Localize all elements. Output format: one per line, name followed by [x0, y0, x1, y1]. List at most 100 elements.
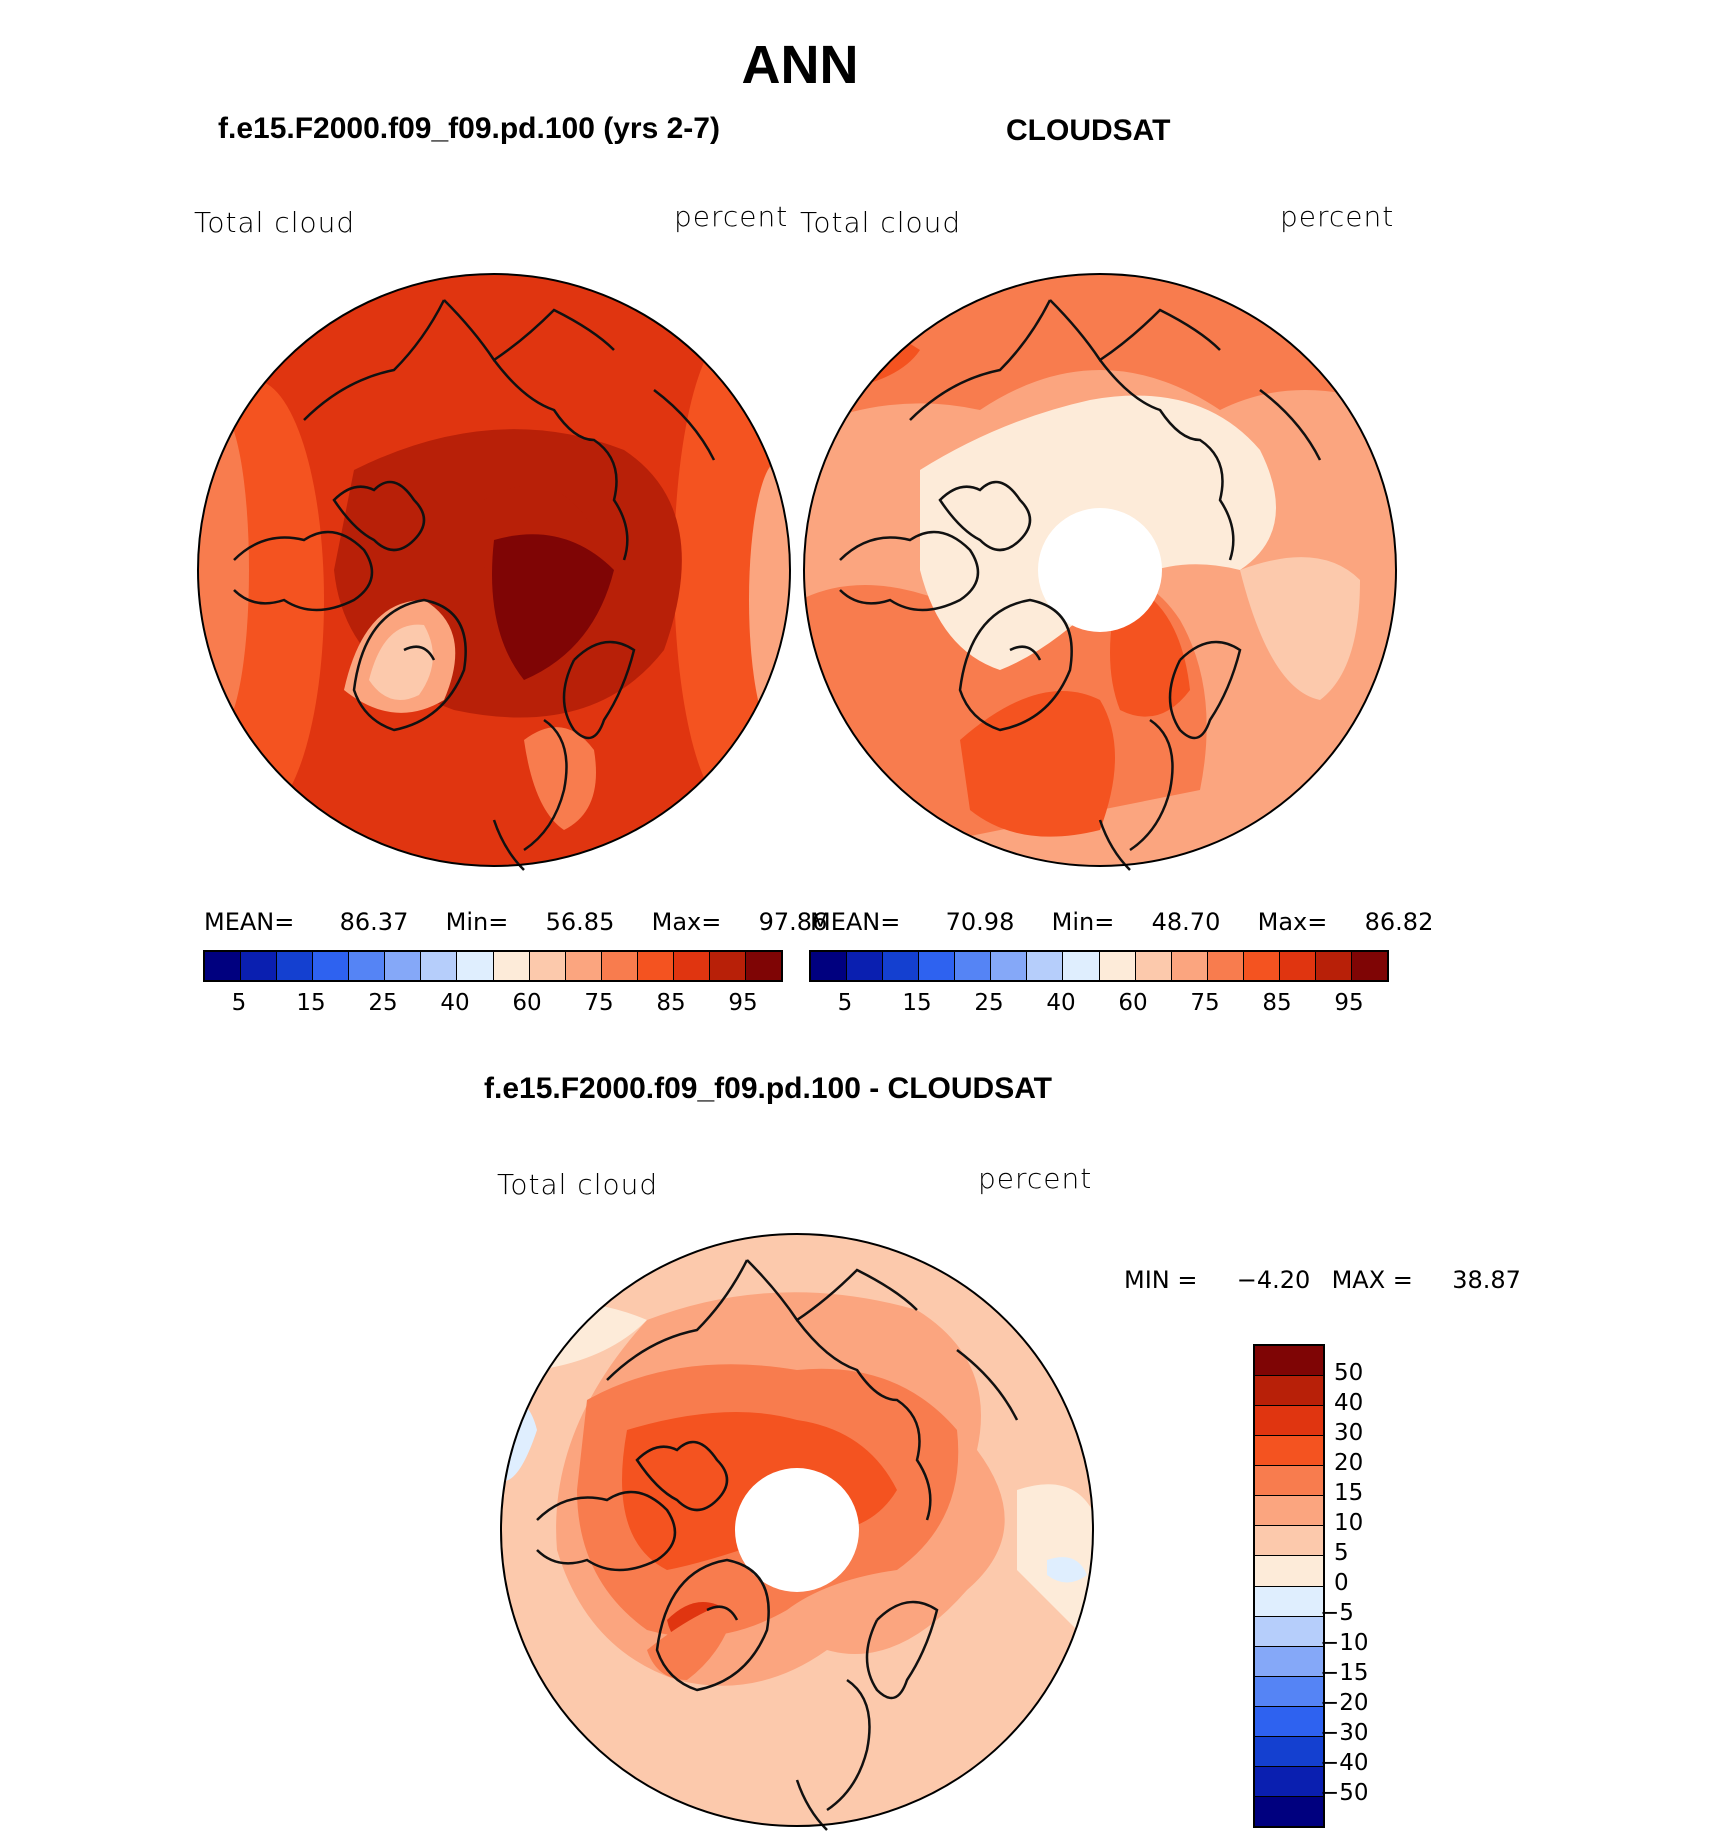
- colorbar-difference-swatch: [1255, 1466, 1323, 1497]
- colorbar-panel-1-swatch: [313, 952, 350, 980]
- colorbar-difference-swatch: [1255, 1406, 1323, 1437]
- panel-2-mean-label: MEAN=: [810, 908, 901, 936]
- panel-2-units-label: percent: [1280, 200, 1395, 233]
- colorbar-panel-1-swatch: [241, 952, 278, 980]
- colorbar-panel-1-swatch: [601, 952, 638, 980]
- colorbar-panel-1-swatch: [709, 952, 746, 980]
- colorbar-panel-1-tick-label: 60: [512, 990, 542, 1016]
- colorbar-panel-2-ticks: 5 15 25 40 60 75 85 95: [809, 990, 1389, 1020]
- diff-panel-units-label: percent: [978, 1162, 1093, 1195]
- diff-min-value: −4.20: [1236, 1266, 1311, 1294]
- colorbar-panel-1-swatch: [205, 952, 242, 980]
- colorbar-difference-swatch: [1255, 1706, 1323, 1737]
- colorbar-panel-1-tick-label: 75: [584, 990, 614, 1016]
- colorbar-difference-tick-label: −20: [1320, 1690, 1369, 1716]
- diff-max-label: MAX =: [1331, 1266, 1413, 1294]
- colorbar-difference-tick-label: −40: [1320, 1750, 1369, 1776]
- colorbar-difference-tick-label: 20: [1334, 1450, 1364, 1476]
- diff-min-label: MIN =: [1124, 1266, 1198, 1294]
- colorbar-panel-1-tick-label: 40: [440, 990, 470, 1016]
- colorbar-panel-1-swatch: [385, 952, 422, 980]
- colorbar-panel-2-swatch: [811, 952, 848, 980]
- colorbar-panel-1-tick-label: 15: [296, 990, 326, 1016]
- colorbar-difference-swatch: [1255, 1616, 1323, 1647]
- colorbar-panel-2-tick-label: 60: [1118, 990, 1148, 1016]
- diff-panel-title: f.e15.F2000.f09_f09.pd.100 - CLOUDSAT: [484, 1072, 1052, 1105]
- map-difference-polar: [500, 1233, 1094, 1831]
- colorbar-panel-1-swatch: [457, 952, 494, 980]
- colorbar-difference-swatch: [1255, 1526, 1323, 1557]
- colorbar-panel-2-swatch: [1207, 952, 1244, 980]
- colorbar-panel-1-ticks: 5 15 25 40 60 75 85 95: [203, 990, 783, 1020]
- colorbar-panel-1-swatch: [565, 952, 602, 980]
- colorbar-panel-2-swatch: [1171, 952, 1208, 980]
- colorbar-panel-1-swatch: [637, 952, 674, 980]
- panel-1-max-value: 97.86: [758, 908, 828, 936]
- panel-2-max-label: Max=: [1257, 908, 1328, 936]
- colorbar-panel-2-swatch: [1027, 952, 1064, 980]
- colorbar-difference-swatch: [1255, 1496, 1323, 1527]
- panel-1-max-label: Max=: [651, 908, 722, 936]
- colorbar-difference-tick-label: 10: [1334, 1510, 1364, 1536]
- colorbar-panel-1-swatch: [673, 952, 710, 980]
- colorbar-difference-tick-label: −15: [1320, 1660, 1369, 1686]
- colorbar-panel-2: [809, 950, 1389, 982]
- panel-1-units-label: percent: [674, 200, 789, 233]
- panel-1-stats: MEAN= 86.37 Min= 56.85 Max= 97.86: [204, 908, 827, 936]
- map-cloudsat-polar: [803, 273, 1397, 871]
- colorbar-panel-2-swatch: [1063, 952, 1100, 980]
- colorbar-panel-2-swatch: [1135, 952, 1172, 980]
- colorbar-difference-swatch: [1255, 1586, 1323, 1617]
- colorbar-panel-2-tick-label: 5: [837, 990, 853, 1016]
- colorbar-panel-1-swatch: [421, 952, 458, 980]
- colorbar-panel-2-tick-label: 95: [1334, 990, 1364, 1016]
- panel-2-stats: MEAN= 70.98 Min= 48.70 Max= 86.82: [810, 908, 1433, 936]
- colorbar-panel-2-swatch: [1351, 952, 1387, 980]
- colorbar-panel-2-swatch: [1099, 952, 1136, 980]
- panel-2-min-value: 48.70: [1151, 908, 1221, 936]
- colorbar-difference-swatch: [1255, 1556, 1323, 1587]
- diff-minmax: MIN = −4.20 MAX = 38.87: [1124, 1266, 1521, 1294]
- colorbar-difference-swatch: [1255, 1646, 1323, 1677]
- colorbar-difference-swatch: [1255, 1376, 1323, 1407]
- colorbar-panel-2-swatch: [1243, 952, 1280, 980]
- colorbar-panel-1-swatch: [349, 952, 386, 980]
- panel-2-title: CLOUDSAT: [1006, 114, 1171, 147]
- colorbar-panel-1-swatch: [529, 952, 566, 980]
- colorbar-panel-1: [203, 950, 783, 982]
- colorbar-difference-tick-label: −10: [1320, 1630, 1369, 1656]
- colorbar-difference-ticks: 50 40 30 20 15 10 5 0 −5 −10 −15 −20 −30 −40 −50: [1320, 1344, 1410, 1824]
- colorbar-panel-2-swatch: [955, 952, 992, 980]
- colorbar-panel-2-tick-label: 75: [1190, 990, 1220, 1016]
- panel-2-mean-value: 70.98: [945, 908, 1015, 936]
- map-model-polar: [197, 273, 791, 871]
- colorbar-panel-2-tick-label: 40: [1046, 990, 1076, 1016]
- panel-1-mean-value: 86.37: [339, 908, 409, 936]
- colorbar-difference-tick-label: −30: [1320, 1720, 1369, 1746]
- colorbar-difference-tick-label: −5: [1320, 1600, 1354, 1626]
- colorbar-difference-tick-label: 50: [1334, 1360, 1364, 1386]
- colorbar-panel-2-swatch: [919, 952, 956, 980]
- colorbar-difference-tick-label: 30: [1334, 1420, 1364, 1446]
- colorbar-panel-1-swatch: [745, 952, 781, 980]
- colorbar-panel-2-tick-label: 85: [1262, 990, 1292, 1016]
- colorbar-difference-tick-label: 0: [1334, 1570, 1349, 1596]
- colorbar-panel-2-tick-label: 25: [974, 990, 1004, 1016]
- panel-1-min-value: 56.85: [545, 908, 615, 936]
- colorbar-difference-swatch: [1255, 1766, 1323, 1797]
- colorbar-panel-2-swatch: [991, 952, 1028, 980]
- colorbar-panel-2-swatch: [847, 952, 884, 980]
- colorbar-panel-1-tick-label: 25: [368, 990, 398, 1016]
- colorbar-panel-2-swatch: [883, 952, 920, 980]
- colorbar-difference-swatch: [1255, 1796, 1323, 1826]
- colorbar-panel-2-tick-label: 15: [902, 990, 932, 1016]
- colorbar-difference-swatch: [1255, 1436, 1323, 1467]
- panel-1-mean-label: MEAN=: [204, 908, 295, 936]
- colorbar-difference-swatch: [1255, 1676, 1323, 1707]
- colorbar-difference-tick-label: −50: [1320, 1780, 1369, 1806]
- panel-2-variable-label: Total cloud: [800, 206, 962, 239]
- diff-max-value: 38.87: [1452, 1266, 1521, 1294]
- main-title: ANN: [741, 35, 859, 95]
- colorbar-panel-2-swatch: [1279, 952, 1316, 980]
- diff-panel-variable-label: Total cloud: [497, 1168, 659, 1201]
